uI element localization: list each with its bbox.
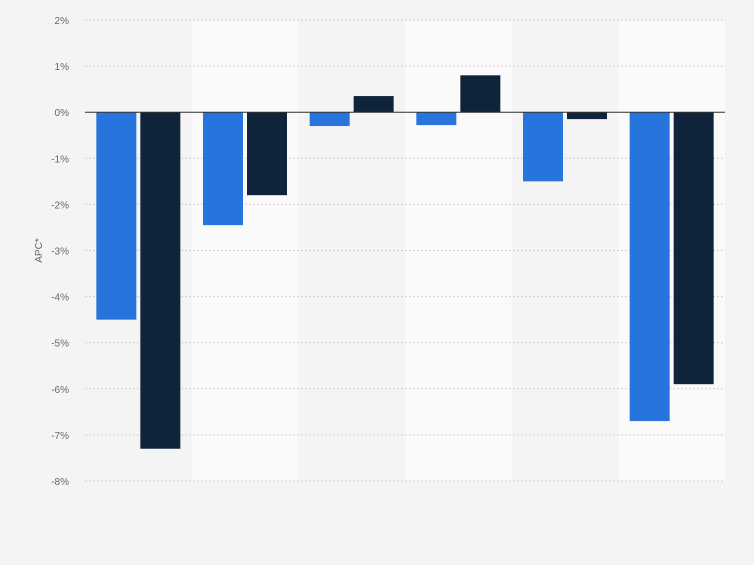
y-tick-label: -7% [51,431,69,442]
y-axis-ticks: 2% 1% 0% -1% -2% -3% -4% -5% -6% -7% -8% [51,16,69,488]
bars [96,75,714,449]
y-tick-label: -4% [51,293,69,304]
bar [460,75,501,113]
y-tick-label: -3% [51,247,69,258]
y-axis-label: APC* [34,238,45,263]
bar [96,112,137,320]
y-tick-label: -8% [51,477,69,488]
bar [523,112,563,182]
bar [353,96,394,113]
bar [247,112,287,196]
bar [140,112,181,449]
y-tick-label: -6% [51,385,69,396]
bar [203,112,243,226]
y-tick-label: 1% [55,62,70,73]
y-tick-label: -1% [51,154,69,165]
bar [416,112,457,126]
y-tick-label: 2% [55,16,70,27]
bar [629,112,670,422]
gridlines [85,19,725,482]
bar [673,112,714,385]
y-tick-label: -2% [51,200,69,211]
y-tick-label: -5% [51,339,69,350]
bar [309,112,350,127]
bar [567,112,607,120]
y-tick-label: 0% [55,108,70,119]
